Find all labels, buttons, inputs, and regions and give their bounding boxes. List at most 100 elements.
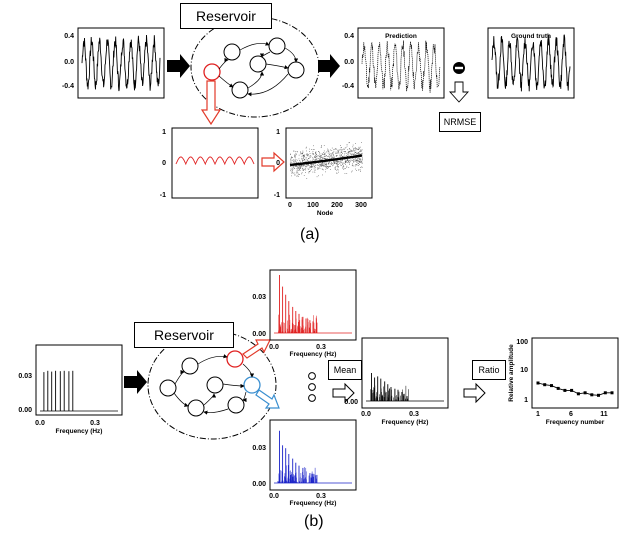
scatter-point (312, 149, 314, 150)
scatter-point (334, 160, 336, 162)
scatter-point (323, 165, 324, 167)
scatter-point (313, 158, 314, 160)
scatter-point (309, 171, 310, 172)
scatter-point (348, 150, 350, 152)
scatter-point (318, 158, 319, 159)
scatter-point (349, 142, 350, 143)
scatter-point (361, 156, 363, 158)
scatter-point (334, 169, 336, 170)
scatter-point (306, 154, 308, 156)
scatter-point (357, 157, 359, 159)
scatter-point (300, 152, 301, 154)
scatter-point (293, 162, 295, 163)
scatter-point (339, 159, 341, 161)
scatter-point (337, 166, 339, 167)
scatter-xtick-3: 200 (331, 202, 343, 209)
scatter-point (358, 158, 360, 160)
scatter-point (360, 150, 362, 151)
scatter-point (332, 152, 334, 153)
ratio-series (536, 381, 614, 397)
scatter-point (338, 166, 339, 167)
scatter-point (361, 159, 363, 161)
scatter-point (342, 164, 343, 165)
scatter-point (308, 160, 310, 162)
scatter-point (291, 156, 292, 158)
scatter-point (362, 158, 363, 160)
scatter-point (293, 172, 295, 174)
ratio-point (597, 393, 600, 397)
scatter-point (301, 166, 303, 168)
scatter-point (343, 162, 344, 164)
scatter-point (360, 171, 361, 172)
scatter-point (315, 153, 316, 155)
scatter-point (302, 150, 304, 152)
scatter-point (307, 165, 309, 166)
scatter-point (345, 147, 347, 148)
scatter-point (351, 157, 353, 159)
scatter-point (305, 154, 307, 155)
scatter-point (342, 166, 344, 168)
scatter-point (346, 160, 348, 162)
scatter-point (342, 167, 344, 169)
ratio-point (590, 393, 594, 397)
scatter-point (358, 148, 360, 149)
scatter-point (321, 146, 322, 148)
scatter-point (323, 157, 324, 159)
scatter-point (294, 154, 295, 156)
scatter-point (347, 160, 348, 161)
ratio-box: Ratio (472, 360, 506, 380)
scatter-point (312, 171, 314, 173)
scatter-point (316, 159, 317, 160)
ratio-plot: 100 10 1 Relative amplitude 1 6 11 Frequ… (508, 337, 619, 426)
scatter-point (295, 172, 297, 174)
ratio-point (563, 388, 567, 392)
scatter-point (291, 166, 293, 168)
scatter-point (338, 151, 339, 153)
scatter-point (352, 153, 353, 155)
scatter-point (354, 159, 356, 161)
ratio-ytick-1: 100 (516, 339, 528, 346)
scatter-point (316, 164, 318, 166)
scatter-point (300, 165, 302, 166)
in-spec-ytick-2: 0.00 (18, 407, 32, 414)
scatter-point (298, 174, 300, 175)
scatter-point (307, 160, 308, 161)
scatter-point (355, 154, 357, 155)
scatter-point (347, 156, 348, 157)
scatter-point (342, 166, 344, 168)
scatter-point (296, 165, 297, 167)
scatter-point (361, 162, 362, 164)
input-ytick-3: -0.4 (62, 83, 74, 90)
scatter-point (319, 158, 321, 160)
scatter-point (325, 166, 326, 168)
scatter-point (303, 164, 304, 166)
scatter-point (307, 154, 309, 156)
scatter-point (295, 153, 297, 154)
scatter-point (337, 150, 339, 151)
scatter-point (302, 165, 304, 166)
scatter-point (348, 153, 349, 155)
scatter-point (326, 156, 328, 157)
scatter-point (318, 165, 319, 166)
scatter-point (321, 163, 322, 164)
scatter-point (339, 155, 341, 157)
scatter-point (327, 148, 328, 150)
scatter-point (353, 160, 355, 162)
scatter-point (310, 170, 311, 172)
scatter-point (306, 159, 308, 161)
scatter-point (339, 152, 341, 154)
scatter-point (301, 164, 302, 166)
scatter-point (319, 164, 321, 166)
scatter-point (321, 165, 323, 167)
scatter-ytick-3: -1 (274, 192, 280, 199)
scatter-point (322, 165, 324, 167)
ratio-ytick-3: 1 (524, 397, 528, 404)
scatter-point (350, 150, 352, 152)
scatter-point (347, 162, 349, 164)
scatter-point (338, 152, 339, 154)
scatter-point (335, 167, 336, 169)
scatter-point (322, 169, 324, 170)
scatter-point (293, 162, 295, 164)
scatter-point (320, 147, 322, 148)
scatter-ytick-1: 1 (276, 129, 280, 136)
